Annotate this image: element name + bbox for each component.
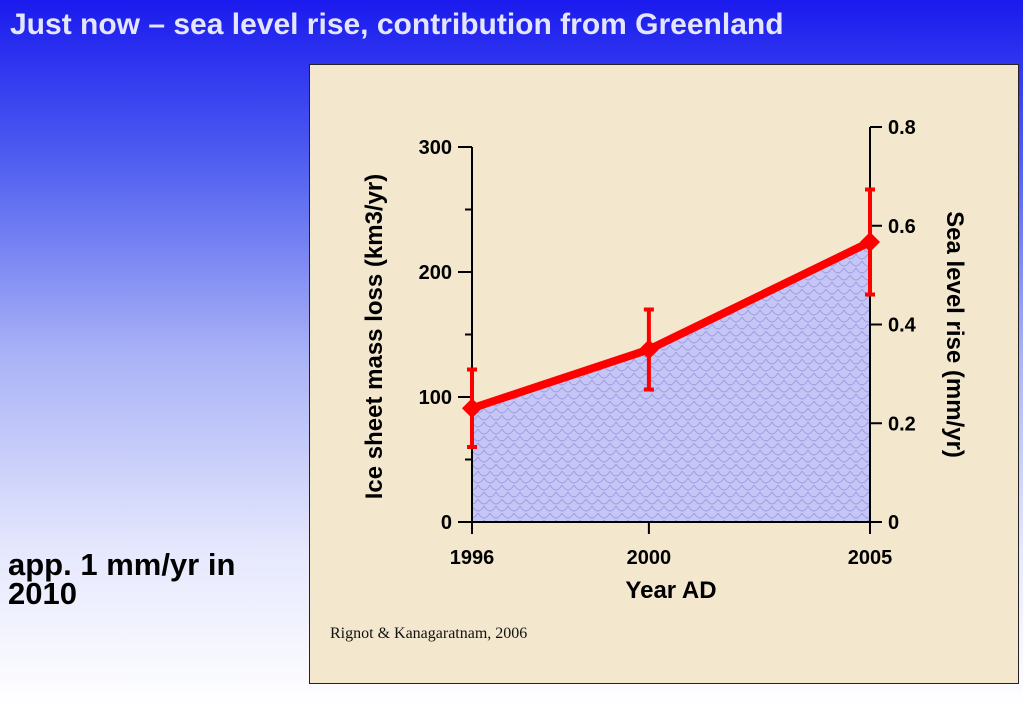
x-tick-label: 2005: [848, 547, 893, 569]
x-tick-label: 1996: [450, 547, 495, 569]
data-point-marker: [638, 339, 659, 360]
slide-title: Just now – sea level rise, contribution …: [10, 8, 784, 41]
y2-tick-label: 0.6: [888, 216, 916, 238]
x-axis-title: Year AD: [625, 577, 716, 604]
y-tick-label: 100: [419, 387, 452, 409]
y-tick-label: 0: [441, 512, 452, 534]
y2-tick-label: 0.2: [888, 413, 916, 435]
chart-svg: 0 100 200 300 0 0.2 0.4 0.6 0.8 1996 2000 2005 Year …: [330, 117, 968, 642]
y2-tick-label: 0: [888, 512, 899, 534]
source-citation: Rignot & Kanagaratnam, 2006: [330, 625, 527, 642]
y-tick-label: 300: [419, 137, 452, 159]
area-fill: [472, 242, 870, 522]
x-tick-label: 2000: [627, 547, 672, 569]
chart-panel: 0 100 200 300 0 0.2 0.4 0.6 0.8 1996 2000 2005 Year …: [309, 64, 1019, 684]
y2-axis-title: Sea level rise (mm/yr): [941, 211, 968, 458]
data-point-marker: [462, 398, 482, 419]
data-point-marker: [860, 232, 880, 252]
y2-tick-label: 0.8: [888, 117, 916, 139]
y2-tick-label: 0.4: [888, 315, 917, 337]
y-axis-title: Ice sheet mass loss (km3/yr): [361, 174, 388, 500]
sea-level-note: app. 1 mm/yr in 2010: [8, 547, 236, 611]
y-tick-label: 200: [419, 262, 452, 284]
